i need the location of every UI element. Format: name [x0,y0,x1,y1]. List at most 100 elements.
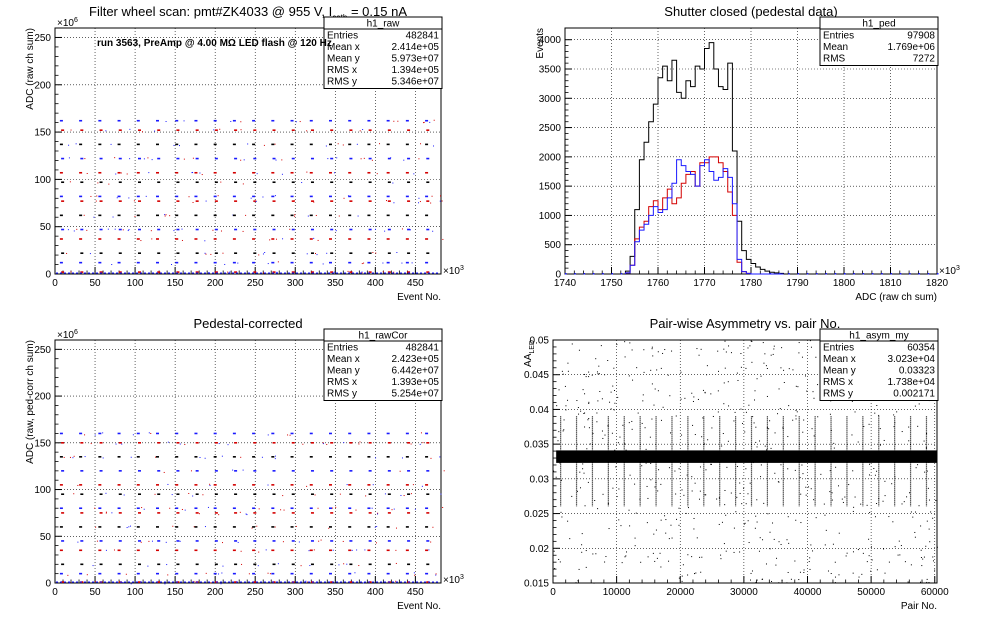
y-tick-label: 0.05 [530,336,550,347]
data-point [710,393,712,395]
data-point [926,520,928,522]
x-tick-label: 1760 [647,278,670,289]
data-point [753,422,755,424]
data-point [289,228,291,230]
data-point [748,542,750,544]
stats-value: 0.03323 [899,366,936,377]
data-point [283,509,285,511]
data-point [901,503,903,505]
data-point [584,426,586,428]
data-point [810,544,812,546]
data-point [783,369,785,371]
y-axis-label: ADC (raw ch sum) [25,28,36,110]
data-point [414,508,416,510]
data-point [558,389,560,391]
data-point [576,400,578,402]
data-point [646,522,648,524]
data-point [315,582,317,584]
data-point [563,419,565,421]
data-point [669,432,671,434]
data-point [805,375,807,377]
data-point [299,582,301,584]
y-exponent-label: ×106 [57,329,78,341]
stats-label: Entries [823,343,854,354]
data-point [113,549,115,551]
data-point [204,526,206,528]
data-point [649,436,651,438]
data-point [929,541,931,543]
y-tick-label: 0.045 [524,370,549,381]
data-point [413,572,415,574]
stats-value: 1.393e+05 [391,377,439,388]
data-point [655,481,657,483]
x-exponent-power: 3 [460,265,464,272]
data-point [829,470,831,472]
data-point [351,549,353,551]
data-point [382,262,384,264]
empty-bin-marker [816,273,818,275]
stats-label: RMS y [327,77,357,88]
data-point [347,270,349,272]
data-point [694,482,696,484]
empty-bin-marker [853,273,855,275]
x-exponent-power: 3 [956,265,960,272]
data-point [435,573,437,575]
data-point [782,426,784,428]
data-point [343,563,345,565]
data-point [810,346,812,348]
data-point [766,427,768,429]
data-point [724,489,726,491]
data-point [384,493,386,495]
data-point [691,476,693,478]
data-point [664,515,666,517]
data-point [609,401,611,403]
data-point [122,229,124,231]
data-point [587,481,589,483]
y-tick-label: 3500 [539,65,562,76]
data-point [753,455,755,457]
data-point [823,503,825,505]
data-point [255,200,257,202]
data-point [741,503,743,505]
data-point [914,453,916,455]
data-point [601,430,603,432]
data-point [121,443,123,445]
data-point [183,158,185,160]
y-tick-label: 100 [34,485,51,496]
data-point [668,467,670,469]
data-point [868,474,870,476]
data-point [657,351,659,353]
data-point [660,483,662,485]
data-point [660,419,662,421]
data-point [918,403,920,405]
data-point [754,399,756,401]
data-point [181,239,183,241]
data-point [313,237,315,239]
data-point [181,228,183,230]
stats-label: RMS x [327,65,357,76]
data-point [693,396,695,398]
data-point [125,573,127,575]
data-point [660,457,662,459]
data-point [628,375,630,377]
data-point [205,200,207,202]
stats-label: Mean y [823,366,856,377]
data-point [192,201,194,203]
y-tick-label: 1000 [539,211,562,222]
data-point [693,528,695,530]
data-point [222,565,224,567]
data-point [69,582,71,584]
data-point [184,444,186,446]
data-point [803,458,805,460]
data-point [90,195,92,197]
data-point [337,143,339,145]
data-point [852,470,854,472]
data-point [801,356,803,358]
data-point [710,463,712,465]
data-point [70,129,72,131]
x-tick-label: 450 [407,587,424,598]
data-point [360,158,362,160]
data-point [650,462,652,464]
stats-box [819,16,939,66]
data-point [336,157,338,159]
